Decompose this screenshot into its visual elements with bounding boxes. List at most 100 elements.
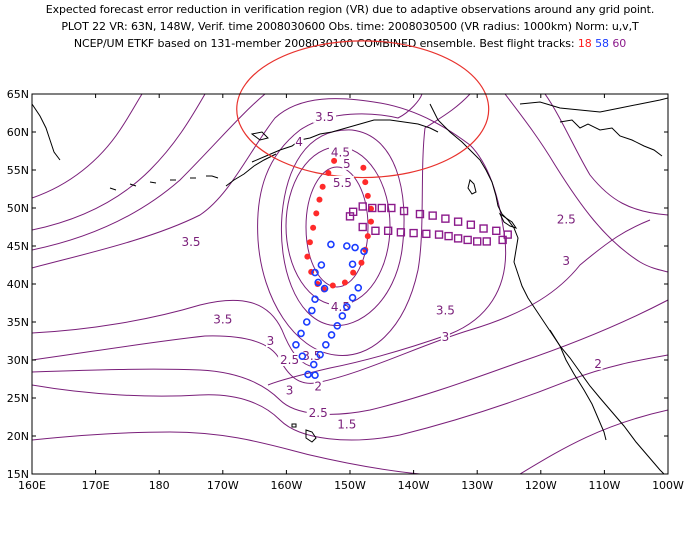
- track-legend-purple: 60: [612, 37, 627, 50]
- contour-label: 5: [343, 157, 351, 171]
- track-60-point: [498, 235, 507, 245]
- contour-label-bg: [306, 406, 330, 420]
- contour-2.5-north: [32, 94, 206, 231]
- coastline-aleutians: [109, 175, 219, 191]
- flight-track-60: [345, 202, 512, 246]
- track-58-point: [327, 331, 336, 339]
- track-18-point: [367, 205, 374, 212]
- contour-label-bg: [313, 109, 337, 123]
- contour-label-bg: [554, 212, 578, 226]
- track-60-point: [492, 226, 501, 236]
- contour-label-bg: [313, 379, 323, 393]
- lat-label: 55N: [7, 164, 29, 177]
- lon-label: 110W: [588, 479, 620, 492]
- lon-label: 170E: [82, 479, 110, 492]
- track-18-point: [350, 269, 357, 276]
- track-58-point: [327, 240, 335, 249]
- contour-label: 2.5: [557, 212, 576, 226]
- track-legend-blue: 58: [595, 37, 609, 50]
- longitude-axis: 160E 170E 180 170W 160W 150W 140W 130W 120W 110W 1…: [18, 94, 684, 492]
- track-58-point: [333, 321, 342, 330]
- track-58-point: [314, 278, 323, 287]
- contour-1.5-east: [519, 409, 668, 474]
- coastline-arctic: [519, 97, 668, 113]
- contour-label-bg: [328, 145, 352, 159]
- coastline-bering-islands: [250, 131, 269, 141]
- track-60-point: [415, 209, 425, 219]
- track-60-point: [345, 212, 355, 221]
- track-58-point: [348, 293, 357, 302]
- coastline-kamchatka: [32, 103, 61, 161]
- lon-label: 160W: [270, 479, 302, 492]
- track-58-point: [354, 283, 363, 292]
- track-58-point: [351, 243, 359, 252]
- lat-label: 20N: [7, 430, 29, 443]
- track-60-point: [466, 220, 476, 229]
- track-58-point: [292, 340, 300, 349]
- coastline-alaska: [251, 119, 439, 163]
- track-58-point: [304, 370, 312, 379]
- track-60-point: [441, 214, 450, 223]
- contour-label-bg: [330, 175, 354, 189]
- lat-label: 60N: [7, 126, 29, 139]
- track-18-point: [341, 279, 348, 286]
- track-60-point: [358, 202, 367, 211]
- lat-label: 15N: [7, 468, 29, 481]
- contour-label: 3.5: [213, 313, 232, 327]
- track-60-point: [383, 226, 393, 236]
- track-58-point: [311, 295, 319, 304]
- lat-label: 30N: [7, 354, 29, 367]
- track-18-point: [313, 210, 320, 217]
- contour-label: 1.5: [337, 418, 356, 432]
- contour-label-bg: [179, 235, 203, 249]
- track-60-point: [399, 206, 409, 216]
- track-60-point: [444, 231, 453, 241]
- lon-label: 180: [149, 479, 170, 492]
- contour-label-bg: [211, 312, 235, 326]
- track-58-point: [309, 360, 318, 369]
- track-18-point: [329, 282, 336, 289]
- lon-label: 120W: [525, 479, 557, 492]
- contour-3-north: [32, 94, 266, 251]
- contour-label: 3.5: [436, 304, 455, 318]
- contour-label-bg: [266, 334, 275, 347]
- track-58-point: [343, 242, 351, 250]
- track-60-point: [422, 229, 431, 239]
- contour-label: 5.5: [333, 176, 352, 190]
- track-18-point: [306, 239, 313, 246]
- lat-label: 35N: [7, 316, 29, 329]
- track-60-point: [358, 222, 367, 232]
- contour-label-bg: [593, 356, 603, 370]
- track-60-point: [453, 217, 463, 226]
- header-line-1: Expected forecast error reduction in ver…: [45, 3, 655, 16]
- track-60-point: [371, 226, 380, 236]
- contour-5.5: [305, 166, 369, 288]
- lon-label: 160E: [18, 479, 46, 492]
- contour-label-bg: [433, 303, 457, 317]
- contour-label-bg: [335, 417, 359, 431]
- contour-label-bg: [440, 330, 450, 344]
- contour-label: 3: [562, 254, 570, 268]
- contour-2: [32, 354, 668, 441]
- track-60-point: [453, 234, 463, 243]
- track-58-point: [343, 302, 351, 311]
- track-58-point: [297, 329, 305, 338]
- coastline-alaska-peninsula: [225, 153, 277, 187]
- track-60-point: [396, 228, 406, 237]
- contour-label-bg: [294, 134, 304, 148]
- contour-label: 4: [295, 135, 303, 149]
- flight-tracks: [292, 157, 512, 380]
- coastline-canada-islands: [559, 119, 663, 157]
- track-60-point: [434, 230, 444, 239]
- contour-5: [285, 146, 391, 306]
- track-58-point: [338, 312, 347, 320]
- contour-label: 2.5: [309, 406, 328, 420]
- contour-label: 2.5: [280, 353, 299, 367]
- track-58-point: [298, 352, 307, 361]
- track-60-point: [428, 211, 437, 220]
- coastlines: [32, 97, 668, 474]
- contour-2.5: [32, 299, 668, 415]
- track-58-point: [348, 260, 357, 269]
- contour-label: 3: [267, 334, 275, 348]
- track-18-point: [304, 253, 311, 260]
